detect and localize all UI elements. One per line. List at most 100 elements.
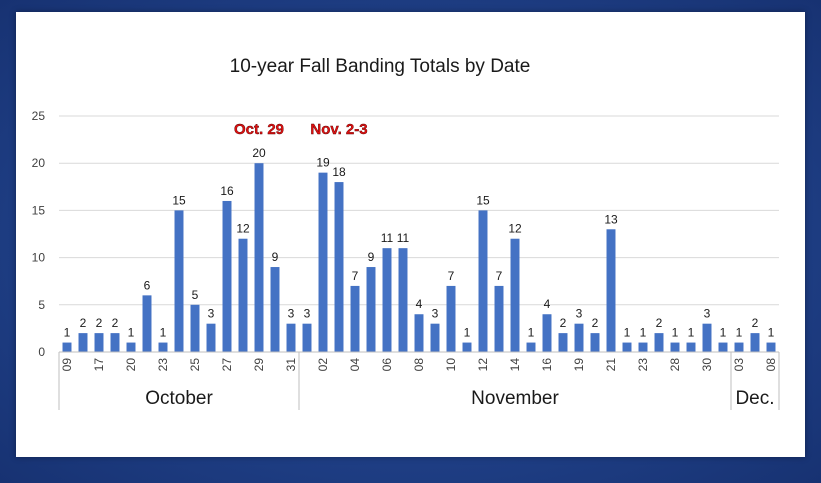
data-label: 3 xyxy=(576,307,583,321)
data-label: 2 xyxy=(656,316,663,330)
bar-chart: 10-year Fall Banding Totals by Date 0510… xyxy=(32,56,780,410)
y-axis: 0 5 10 15 20 25 xyxy=(32,109,46,359)
data-label: 2 xyxy=(592,316,599,330)
data-label: 1 xyxy=(736,326,743,340)
data-label: 16 xyxy=(220,184,234,198)
bar xyxy=(318,172,328,352)
x-tick-label: 12 xyxy=(476,358,490,372)
bar xyxy=(686,342,696,352)
x-tick-label: 16 xyxy=(540,358,554,372)
bar xyxy=(174,210,184,352)
month-label: October xyxy=(145,388,213,409)
data-label: 1 xyxy=(640,326,647,340)
bar xyxy=(670,342,680,352)
x-tick-label: 20 xyxy=(124,358,138,372)
data-label: 7 xyxy=(448,269,455,283)
data-label: 1 xyxy=(624,326,631,340)
bar xyxy=(158,342,168,352)
y-tick-label: 10 xyxy=(32,251,46,265)
bar xyxy=(542,314,552,352)
y-tick-label: 5 xyxy=(38,298,45,312)
bar xyxy=(350,285,360,352)
data-label: 1 xyxy=(528,326,535,340)
x-tick-label: 21 xyxy=(604,358,618,372)
data-label: 13 xyxy=(604,212,618,226)
bar xyxy=(478,210,488,352)
x-tick-label: 31 xyxy=(284,358,298,372)
bar xyxy=(702,323,712,352)
x-tick-label: 02 xyxy=(316,358,330,372)
x-tick-label: 08 xyxy=(412,358,426,372)
month-label: November xyxy=(471,388,559,409)
y-tick-label: 20 xyxy=(32,156,46,170)
bar xyxy=(142,295,152,352)
x-tick-label: 28 xyxy=(668,358,682,372)
bar xyxy=(510,238,520,352)
x-tick-label: 06 xyxy=(380,358,394,372)
bar xyxy=(190,304,200,352)
x-tick-label: 03 xyxy=(732,358,746,372)
x-axis: 09 17 20 23 25 27 29 31 02 04 06 08 10 12 14 16 19 21 23 28… xyxy=(58,351,780,410)
bar xyxy=(110,333,120,352)
bar xyxy=(414,314,424,352)
x-tick-label: 09 xyxy=(60,358,74,372)
data-label: 6 xyxy=(144,278,151,292)
data-label: 11 xyxy=(397,231,410,245)
bars xyxy=(62,163,776,352)
data-label: 1 xyxy=(688,326,695,340)
data-label: 3 xyxy=(288,307,295,321)
bar xyxy=(638,342,648,352)
data-label: 9 xyxy=(272,250,279,264)
data-label: 5 xyxy=(192,288,199,302)
x-tick-label: 10 xyxy=(444,358,458,372)
bar xyxy=(734,342,744,352)
x-tick-label: 27 xyxy=(220,358,234,372)
chart-title: 10-year Fall Banding Totals by Date xyxy=(230,56,531,77)
bar xyxy=(750,333,760,352)
x-tick-label: 29 xyxy=(252,358,266,372)
data-label: 18 xyxy=(332,165,346,179)
annotations: Oct. 29 Nov. 2-3 xyxy=(234,121,368,138)
chart-panel: 10-year Fall Banding Totals by Date 0 5 10… xyxy=(16,12,805,457)
data-label: 1 xyxy=(160,326,167,340)
bar xyxy=(718,342,728,352)
data-label: 2 xyxy=(112,316,119,330)
x-tick-label: 23 xyxy=(636,358,650,372)
bar xyxy=(238,238,248,352)
bar xyxy=(494,285,504,352)
data-label: 1 xyxy=(672,326,679,340)
bar xyxy=(462,342,472,352)
x-tick-label: 30 xyxy=(700,358,714,372)
bar xyxy=(62,342,72,352)
data-label: 12 xyxy=(236,222,250,236)
bar xyxy=(430,323,440,352)
x-tick-label: 25 xyxy=(188,358,202,372)
data-label: 20 xyxy=(252,146,266,160)
bar xyxy=(206,323,216,352)
data-label: 15 xyxy=(172,193,186,207)
data-label: 3 xyxy=(704,307,711,321)
bar xyxy=(606,229,616,352)
x-tick-label: 14 xyxy=(508,358,522,372)
bar xyxy=(398,248,408,352)
data-label: 1 xyxy=(464,326,471,340)
data-label: 2 xyxy=(560,316,567,330)
bar xyxy=(654,333,664,352)
y-tick-label: 0 xyxy=(38,345,45,359)
y-tick-label: 15 xyxy=(32,203,46,217)
x-tick-label: 17 xyxy=(92,358,106,372)
data-label: 2 xyxy=(80,316,87,330)
bar xyxy=(526,342,536,352)
data-label: 15 xyxy=(476,193,490,207)
bar xyxy=(222,200,232,352)
data-label: 2 xyxy=(752,316,759,330)
data-label: 1 xyxy=(768,326,775,340)
bar xyxy=(270,267,280,352)
bar xyxy=(574,323,584,352)
x-tick-label: 23 xyxy=(156,358,170,372)
data-label: 9 xyxy=(368,250,375,264)
bar xyxy=(286,323,296,352)
bar xyxy=(558,333,568,352)
data-label: 4 xyxy=(544,297,551,311)
